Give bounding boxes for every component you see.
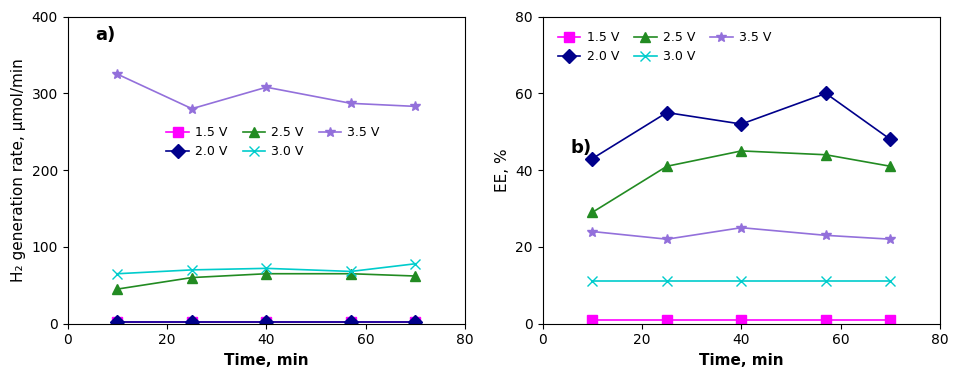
1.5 V bbox=[410, 320, 421, 324]
Y-axis label: EE, %: EE, % bbox=[494, 148, 510, 192]
2.0 V bbox=[111, 320, 123, 324]
1.5 V bbox=[820, 318, 831, 322]
Text: a): a) bbox=[96, 26, 116, 44]
3.0 V bbox=[661, 279, 673, 283]
3.0 V bbox=[346, 269, 357, 274]
1.5 V bbox=[661, 318, 673, 322]
2.5 V bbox=[111, 287, 123, 291]
3.5 V bbox=[346, 101, 357, 106]
2.0 V bbox=[346, 320, 357, 324]
1.5 V bbox=[346, 320, 357, 324]
2.0 V bbox=[186, 320, 198, 324]
Line: 3.5 V: 3.5 V bbox=[112, 69, 420, 114]
Line: 3.0 V: 3.0 V bbox=[112, 259, 420, 279]
Legend: 1.5 V, 2.0 V, 2.5 V, 3.0 V, 3.5 V: 1.5 V, 2.0 V, 2.5 V, 3.0 V, 3.5 V bbox=[161, 121, 385, 163]
3.0 V bbox=[587, 279, 598, 283]
3.5 V bbox=[885, 237, 897, 241]
2.0 V bbox=[410, 320, 421, 324]
X-axis label: Time, min: Time, min bbox=[224, 353, 309, 368]
Y-axis label: H₂ generation rate, μmol/min: H₂ generation rate, μmol/min bbox=[12, 58, 26, 282]
2.0 V bbox=[587, 156, 598, 161]
3.5 V bbox=[587, 229, 598, 234]
Line: 2.5 V: 2.5 V bbox=[112, 269, 420, 294]
2.0 V bbox=[820, 91, 831, 96]
2.5 V bbox=[885, 164, 897, 169]
3.5 V bbox=[410, 104, 421, 109]
3.5 V bbox=[261, 85, 273, 89]
1.5 V bbox=[111, 320, 123, 324]
2.0 V bbox=[885, 137, 897, 142]
Line: 3.5 V: 3.5 V bbox=[588, 223, 896, 244]
X-axis label: Time, min: Time, min bbox=[699, 353, 783, 368]
3.0 V bbox=[410, 262, 421, 266]
2.5 V bbox=[186, 275, 198, 280]
2.0 V bbox=[261, 320, 273, 324]
3.5 V bbox=[661, 237, 673, 241]
Line: 2.0 V: 2.0 V bbox=[588, 89, 896, 163]
1.5 V bbox=[885, 318, 897, 322]
3.0 V bbox=[735, 279, 747, 283]
2.5 V bbox=[261, 271, 273, 276]
1.5 V bbox=[735, 318, 747, 322]
2.0 V bbox=[735, 122, 747, 126]
3.5 V bbox=[186, 106, 198, 111]
3.5 V bbox=[735, 226, 747, 230]
3.5 V bbox=[820, 233, 831, 238]
3.0 V bbox=[885, 279, 897, 283]
Legend: 1.5 V, 2.0 V, 2.5 V, 3.0 V, 3.5 V: 1.5 V, 2.0 V, 2.5 V, 3.0 V, 3.5 V bbox=[553, 26, 777, 68]
2.0 V bbox=[661, 110, 673, 115]
3.5 V bbox=[111, 72, 123, 77]
1.5 V bbox=[587, 318, 598, 322]
Line: 1.5 V: 1.5 V bbox=[588, 315, 896, 325]
Line: 3.0 V: 3.0 V bbox=[588, 277, 896, 286]
1.5 V bbox=[261, 320, 273, 324]
2.5 V bbox=[735, 149, 747, 153]
3.0 V bbox=[261, 266, 273, 271]
Line: 2.0 V: 2.0 V bbox=[112, 317, 420, 327]
3.0 V bbox=[820, 279, 831, 283]
2.5 V bbox=[587, 210, 598, 215]
Text: b): b) bbox=[570, 139, 591, 157]
3.0 V bbox=[186, 268, 198, 272]
Line: 1.5 V: 1.5 V bbox=[112, 317, 420, 327]
2.5 V bbox=[820, 152, 831, 157]
1.5 V bbox=[186, 320, 198, 324]
2.5 V bbox=[410, 274, 421, 278]
2.5 V bbox=[661, 164, 673, 169]
3.0 V bbox=[111, 271, 123, 276]
2.5 V bbox=[346, 271, 357, 276]
Line: 2.5 V: 2.5 V bbox=[588, 146, 896, 217]
